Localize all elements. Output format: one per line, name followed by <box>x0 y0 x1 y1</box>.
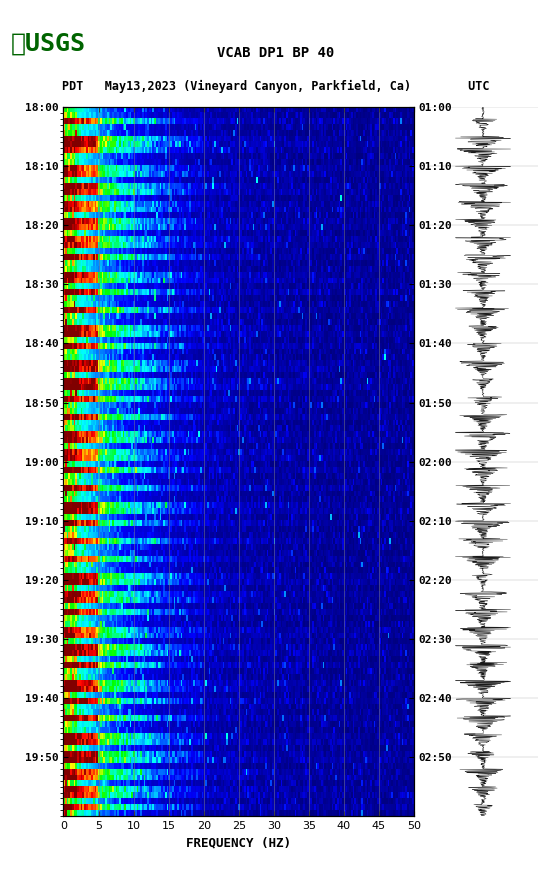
Text: PDT   May13,2023 (Vineyard Canyon, Parkfield, Ca)        UTC: PDT May13,2023 (Vineyard Canyon, Parkfie… <box>62 80 490 94</box>
Text: VCAB DP1 BP 40: VCAB DP1 BP 40 <box>217 46 335 61</box>
X-axis label: FREQUENCY (HZ): FREQUENCY (HZ) <box>186 837 291 849</box>
Text: ⊿USGS: ⊿USGS <box>11 31 86 55</box>
